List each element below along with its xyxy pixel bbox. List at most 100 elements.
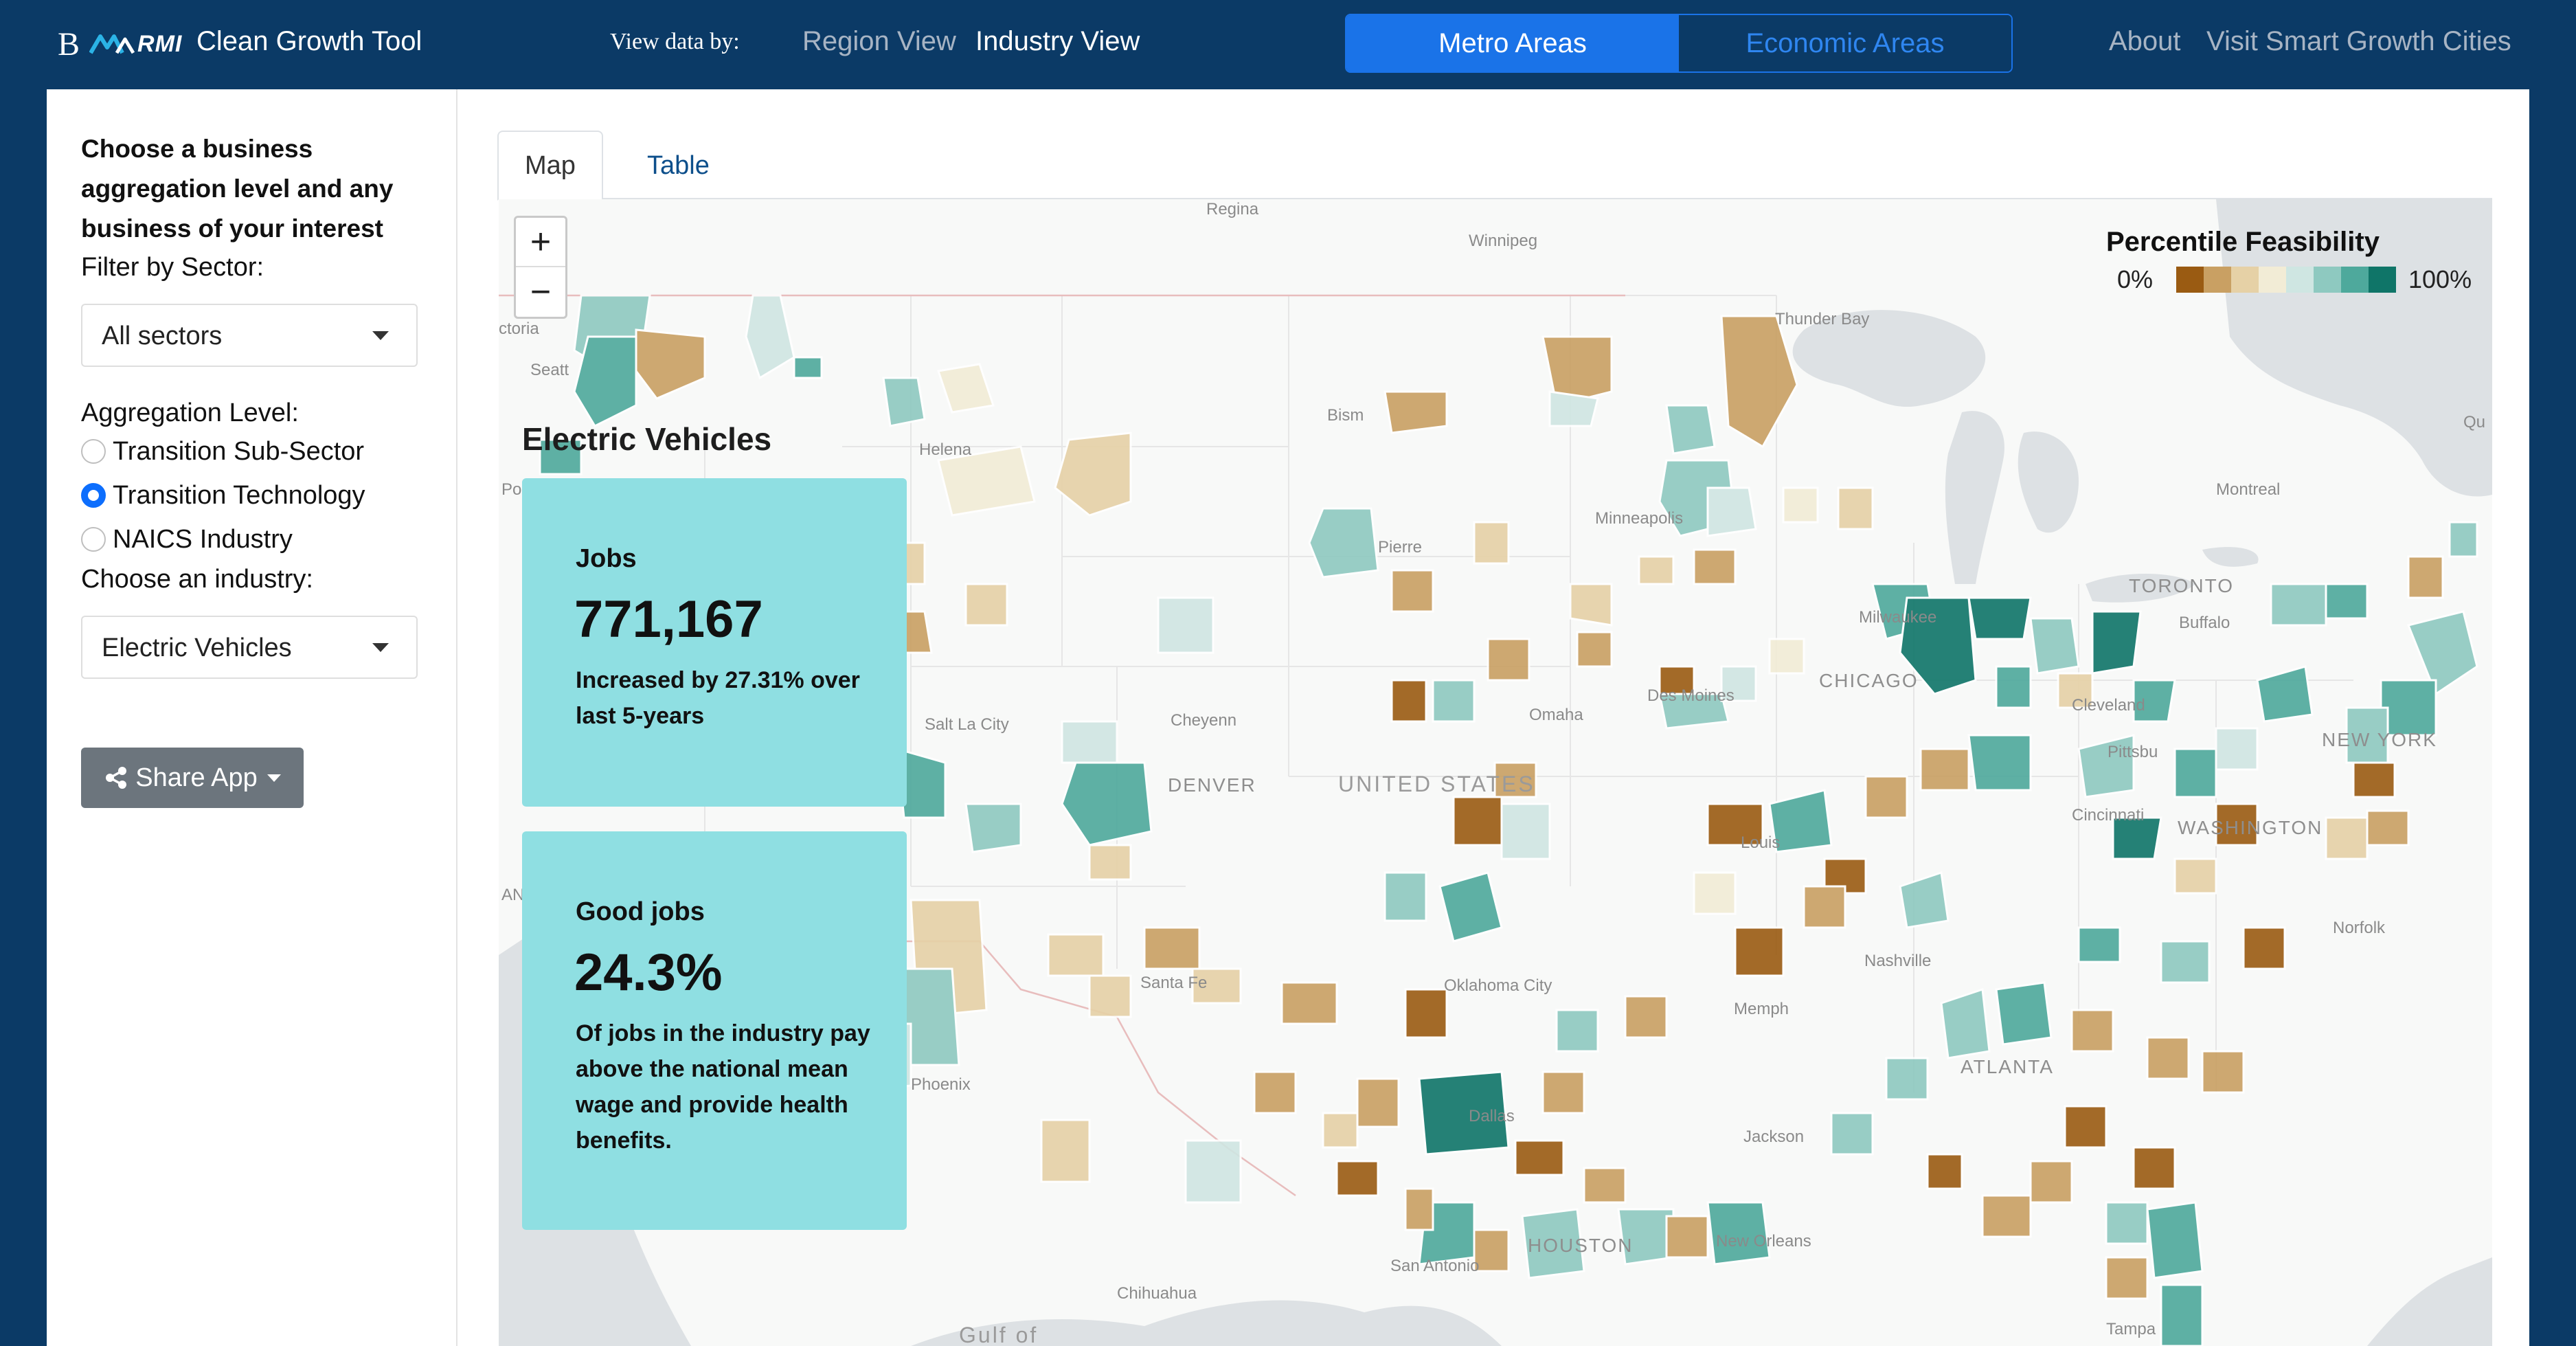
metro-area <box>1548 390 1599 427</box>
metro-area <box>1473 1229 1510 1272</box>
metro-area <box>964 583 1008 627</box>
map-label: Jackson <box>1743 1128 1804 1146</box>
sidebar: Choose a business aggregation level and … <box>47 89 457 1346</box>
metro-area <box>1157 596 1214 654</box>
metro-area <box>1864 775 1908 819</box>
share-app-button[interactable]: Share App <box>81 748 304 808</box>
map-label: Santa Fe <box>1140 974 1207 992</box>
map-label: Omaha <box>1529 706 1583 724</box>
region-view-link[interactable]: Region View <box>802 26 956 56</box>
metro-area <box>1452 796 1503 846</box>
metro-area <box>2173 857 2217 895</box>
map-label: Cincinnati <box>2072 806 2144 825</box>
metro-area <box>1706 486 1757 537</box>
map-label: Winnipeg <box>1469 232 1537 250</box>
metro-area <box>882 377 926 427</box>
brand-logo[interactable]: B RMI <box>58 23 182 65</box>
metro-area <box>1720 315 1798 449</box>
industry-view-link[interactable]: Industry View <box>975 26 1140 56</box>
caret-down-icon <box>372 331 389 340</box>
metro-area <box>1088 844 1132 881</box>
metro-area <box>1885 1057 1929 1101</box>
caret-down-icon <box>267 774 281 782</box>
radio-button-checked[interactable] <box>81 483 106 508</box>
metro-area <box>539 438 583 475</box>
about-link[interactable]: About <box>2109 26 2181 56</box>
map-label: ATLANTA <box>1961 1056 2054 1077</box>
industry-select[interactable]: Electric Vehicles <box>81 616 418 679</box>
smart-growth-cities-link[interactable]: Visit Smart Growth Cities <box>2206 26 2511 56</box>
caret-down-icon <box>372 643 389 652</box>
metro-area <box>1418 1070 1510 1156</box>
tab-table[interactable]: Table <box>647 150 710 180</box>
metro-area <box>1981 1194 2032 1238</box>
map-label: Cleveland <box>2072 696 2145 715</box>
rmi-logo-text: RMI <box>137 30 183 57</box>
map-label: Milwaukee <box>1859 608 1936 627</box>
radio-label: NAICS Industry <box>113 524 293 554</box>
industry-title: Electric Vehicles <box>522 421 772 457</box>
industry-select-value: Electric Vehicles <box>102 633 292 662</box>
metro-area <box>964 803 1022 853</box>
map-label: Salt La City <box>925 715 1009 734</box>
metro-area <box>2105 1201 2149 1245</box>
map-label: Qu <box>2463 413 2485 431</box>
radio-transition-sub-sector[interactable]: Transition Sub-Sector <box>81 434 364 469</box>
metro-area <box>1280 981 1338 1025</box>
map-label: Pittsbu <box>2108 743 2158 761</box>
metro-area <box>2077 734 2135 798</box>
radio-naics-industry[interactable]: NAICS Industry <box>81 522 293 557</box>
map-label: WASHINGTON <box>2178 817 2323 838</box>
legend-swatch <box>2204 267 2231 293</box>
metro-area <box>1191 967 1242 1005</box>
metro-area <box>2325 816 2369 860</box>
metro-area <box>1404 988 1448 1039</box>
map-label: HOUSTON <box>1528 1235 1634 1256</box>
view-by-label: View data by: <box>610 29 740 54</box>
metro-area <box>2112 816 2162 860</box>
legend-swatch <box>2176 267 2204 293</box>
metro-area <box>1583 1167 1627 1204</box>
map-label: Chihuahua <box>1117 1284 1197 1303</box>
metro-area <box>1665 404 1716 455</box>
choropleth-map[interactable]: Regina Winnipeg Thunder Bay Qu Seatt cto… <box>499 199 2492 1346</box>
radio-button[interactable] <box>81 527 106 552</box>
metro-area <box>1658 693 1730 730</box>
radio-transition-technology[interactable]: Transition Technology <box>81 478 365 513</box>
metro-area <box>1638 555 1675 585</box>
map-label: Memph <box>1734 1000 1789 1018</box>
metro-area <box>2105 1256 2149 1300</box>
map-label: Minneapolis <box>1595 509 1683 528</box>
metro-area <box>1576 631 1613 668</box>
metro-area <box>1995 981 2053 1046</box>
map-label: San Antonio <box>1390 1257 1479 1275</box>
metro-area <box>1383 871 1427 922</box>
share-app-label: Share App <box>135 763 258 792</box>
metro-area <box>1693 548 1737 585</box>
tab-map[interactable]: Map <box>497 131 603 201</box>
radio-button[interactable] <box>81 439 106 464</box>
metro-area <box>2160 1283 2204 1346</box>
metro-area <box>2070 1009 2114 1053</box>
metro-areas-button[interactable]: Metro Areas <box>1346 15 1679 71</box>
zoom-out-button[interactable]: − <box>530 272 552 312</box>
metro-area <box>793 356 823 379</box>
metro-area <box>1322 1112 1359 1149</box>
metro-area <box>1569 583 1613 627</box>
map-label: ctoria <box>499 319 539 338</box>
sector-filter-label: Filter by Sector: <box>81 253 264 282</box>
share-icon <box>106 767 127 789</box>
main-content: Choose a business aggregation level and … <box>47 89 2529 1346</box>
zoom-in-button[interactable]: + <box>516 218 565 267</box>
metro-area <box>2077 926 2121 963</box>
legend-max-label: 100% <box>2408 265 2472 293</box>
jobs-card: Jobs 771,167 Increased by 27.31% over la… <box>522 478 907 807</box>
map-label: Regina <box>1206 200 1259 218</box>
sector-select[interactable]: All sectors <box>81 304 418 367</box>
metro-area <box>1782 486 1819 524</box>
industry-select-label: Choose an industry: <box>81 565 313 594</box>
economic-areas-button[interactable]: Economic Areas <box>1679 15 2011 71</box>
metro-area <box>1487 638 1530 682</box>
metro-area <box>2215 803 2259 846</box>
metro-area <box>1967 734 2032 792</box>
